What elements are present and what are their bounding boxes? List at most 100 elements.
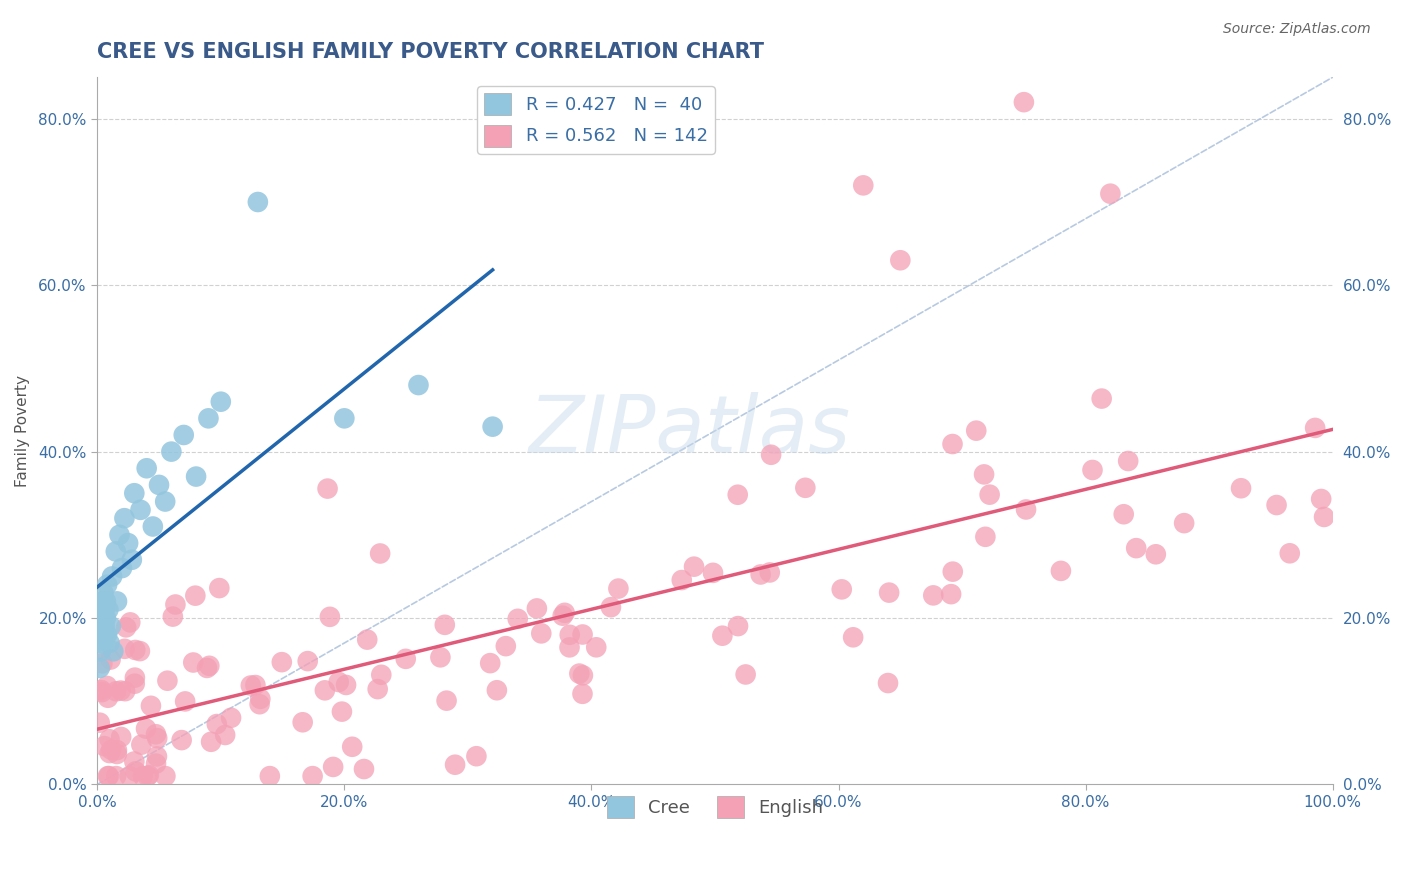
English	[174, 694, 197, 708]
English	[758, 566, 780, 580]
Cree	[481, 419, 503, 434]
English	[124, 643, 146, 657]
English	[572, 668, 595, 682]
Cree	[90, 611, 112, 625]
English	[683, 559, 706, 574]
English	[132, 769, 155, 783]
English	[1081, 463, 1104, 477]
Cree	[103, 644, 125, 658]
Cree	[142, 519, 165, 533]
English	[316, 482, 339, 496]
English	[124, 671, 146, 685]
English	[139, 698, 162, 713]
English	[794, 481, 817, 495]
English	[314, 683, 336, 698]
English	[124, 676, 146, 690]
English	[1230, 481, 1253, 495]
English	[342, 739, 364, 754]
English	[831, 582, 853, 597]
English	[181, 656, 204, 670]
English	[842, 630, 865, 644]
English	[877, 585, 900, 599]
English	[301, 769, 323, 783]
English	[571, 627, 593, 641]
English	[429, 650, 451, 665]
English	[131, 738, 153, 752]
English	[941, 437, 963, 451]
Cree	[184, 469, 207, 483]
English	[91, 685, 114, 699]
English	[91, 657, 114, 671]
Cree	[135, 461, 157, 475]
English	[530, 626, 553, 640]
English	[200, 735, 222, 749]
English	[319, 610, 342, 624]
Cree	[93, 603, 115, 617]
English	[942, 565, 965, 579]
English	[444, 757, 467, 772]
English	[120, 615, 142, 630]
English	[965, 424, 987, 438]
Cree	[96, 578, 118, 592]
Cree	[333, 411, 356, 425]
English	[852, 178, 875, 193]
English	[554, 606, 576, 620]
English	[356, 632, 378, 647]
English	[90, 683, 112, 698]
English	[600, 600, 623, 615]
English	[1144, 547, 1167, 561]
English	[571, 687, 593, 701]
English	[115, 620, 138, 634]
Cree	[124, 486, 146, 500]
English	[370, 667, 392, 681]
English	[291, 715, 314, 730]
Cree	[100, 619, 122, 633]
Cree	[173, 428, 195, 442]
Cree	[96, 628, 118, 642]
English	[270, 655, 292, 669]
English	[145, 756, 167, 771]
English	[105, 743, 128, 757]
English	[607, 582, 630, 596]
English	[1265, 498, 1288, 512]
English	[558, 628, 581, 642]
English	[162, 609, 184, 624]
English	[671, 573, 693, 587]
English	[727, 488, 749, 502]
English	[1303, 421, 1326, 435]
Cree	[94, 594, 117, 608]
English	[395, 652, 418, 666]
Cree	[97, 603, 120, 617]
English	[322, 760, 344, 774]
English	[353, 762, 375, 776]
English	[1125, 541, 1147, 556]
English	[97, 769, 120, 783]
Text: Source: ZipAtlas.com: Source: ZipAtlas.com	[1223, 22, 1371, 37]
English	[110, 730, 132, 744]
Cree	[98, 636, 121, 650]
English	[1050, 564, 1073, 578]
English	[239, 679, 262, 693]
English	[465, 749, 488, 764]
English	[249, 697, 271, 711]
English	[495, 639, 517, 653]
English	[297, 654, 319, 668]
English	[1091, 392, 1114, 406]
Cree	[108, 528, 131, 542]
Cree	[246, 194, 269, 209]
English	[205, 717, 228, 731]
Cree	[93, 628, 115, 642]
Text: ZIPatlas: ZIPatlas	[529, 392, 852, 470]
English	[245, 678, 267, 692]
English	[214, 728, 236, 742]
English	[1012, 95, 1035, 110]
English	[1278, 546, 1301, 560]
English	[156, 673, 179, 688]
English	[734, 667, 756, 681]
English	[433, 617, 456, 632]
English	[155, 769, 177, 783]
Cree	[101, 569, 124, 583]
English	[208, 581, 231, 595]
English	[979, 488, 1001, 502]
English	[568, 666, 591, 681]
